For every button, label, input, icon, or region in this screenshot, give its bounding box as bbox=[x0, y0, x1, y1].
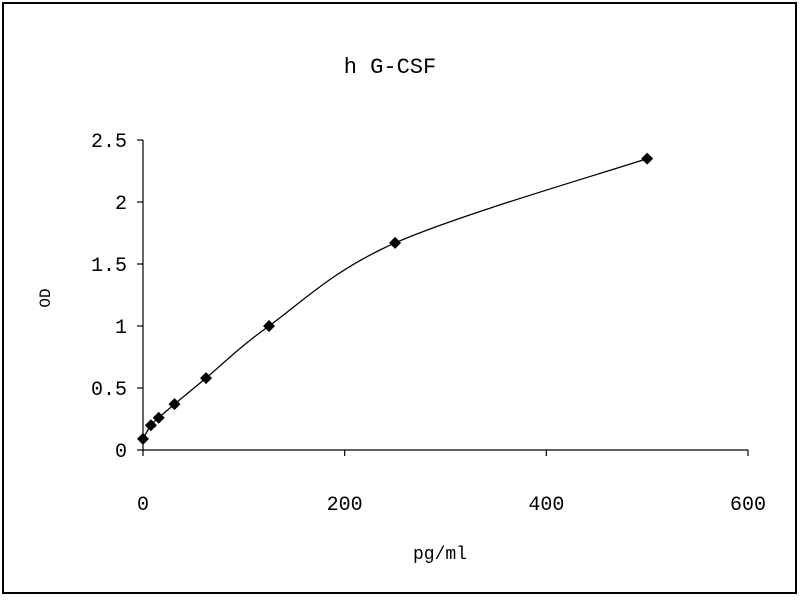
y-axis-label: OD bbox=[37, 288, 55, 307]
data-point bbox=[152, 411, 165, 424]
data-point bbox=[263, 320, 276, 332]
y-tick-label: 2.5 bbox=[91, 131, 127, 154]
data-point bbox=[137, 432, 149, 445]
x-tick-label: 400 bbox=[528, 494, 564, 517]
data-point bbox=[168, 398, 181, 411]
x-tick-label: 0 bbox=[137, 494, 149, 517]
chart-title: h G-CSF bbox=[344, 55, 436, 80]
trend-curve bbox=[142, 157, 648, 440]
data-point bbox=[641, 152, 654, 165]
x-tick-label: 600 bbox=[730, 494, 766, 517]
data-point bbox=[389, 236, 402, 249]
y-tick-label: 0 bbox=[115, 441, 127, 464]
y-tick-label: 1 bbox=[115, 317, 127, 340]
data-point bbox=[144, 419, 157, 432]
y-tick-label: 2 bbox=[115, 193, 127, 216]
axes: 0 0.5 1 1.5 2 2.5 0 200 400 600 bbox=[91, 131, 766, 517]
data-point bbox=[200, 372, 213, 385]
y-tick-label: 1.5 bbox=[91, 255, 127, 278]
x-axis-label: pg/ml bbox=[413, 545, 467, 565]
data-points bbox=[137, 152, 654, 445]
y-tick-label: 0.5 bbox=[91, 379, 127, 402]
series-line bbox=[142, 157, 648, 440]
x-tick-label: 200 bbox=[327, 494, 363, 517]
